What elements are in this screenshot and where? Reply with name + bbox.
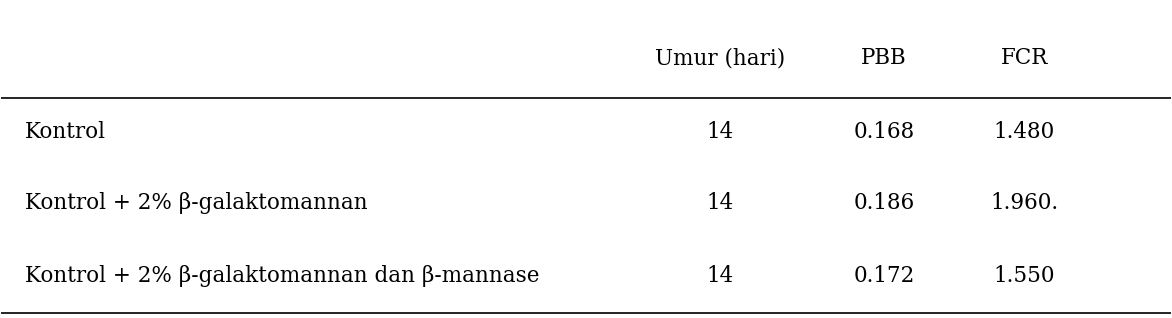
Text: FCR: FCR bbox=[1001, 47, 1048, 69]
Text: Kontrol + 2% β-galaktomannan: Kontrol + 2% β-galaktomannan bbox=[25, 192, 367, 214]
Text: Kontrol + 2% β-galaktomannan dan β-mannase: Kontrol + 2% β-galaktomannan dan β-manna… bbox=[25, 265, 539, 287]
Text: 14: 14 bbox=[707, 192, 734, 214]
Text: Kontrol: Kontrol bbox=[25, 121, 105, 143]
Text: 0.172: 0.172 bbox=[853, 265, 915, 287]
Text: 14: 14 bbox=[707, 265, 734, 287]
Text: 1.960.: 1.960. bbox=[990, 192, 1058, 214]
Text: Umur (hari): Umur (hari) bbox=[655, 47, 785, 69]
Text: 0.186: 0.186 bbox=[853, 192, 915, 214]
Text: 1.480: 1.480 bbox=[994, 121, 1055, 143]
Text: 14: 14 bbox=[707, 121, 734, 143]
Text: PBB: PBB bbox=[861, 47, 907, 69]
Text: 1.550: 1.550 bbox=[994, 265, 1055, 287]
Text: 0.168: 0.168 bbox=[853, 121, 915, 143]
